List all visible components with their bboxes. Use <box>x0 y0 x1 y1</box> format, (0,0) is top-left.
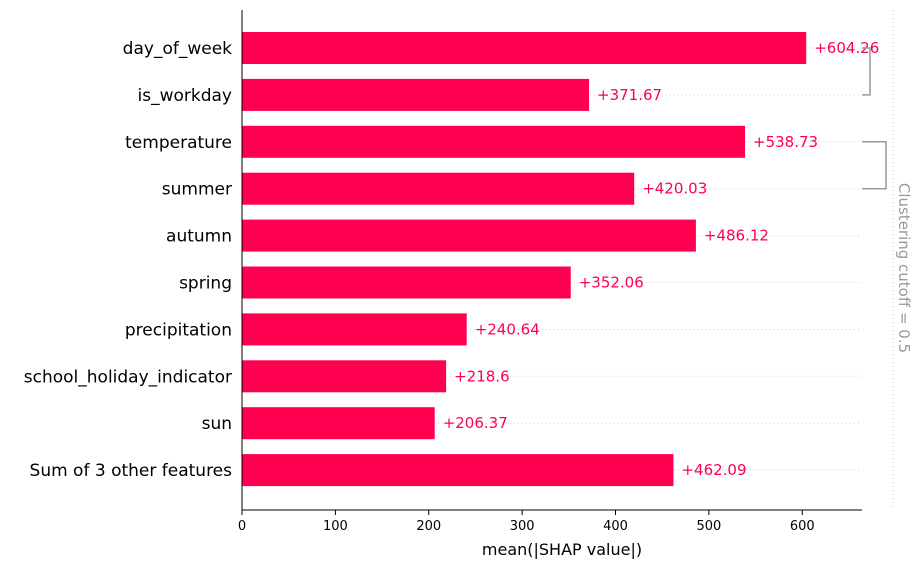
category-label: Sum of 3 other features <box>30 461 233 481</box>
value-label: +538.73 <box>753 133 818 151</box>
x-tick-label: 0 <box>238 519 246 534</box>
category-label: temperature <box>125 133 232 153</box>
value-label: +604.26 <box>814 39 879 57</box>
clustering-brackets <box>862 47 887 190</box>
bar <box>242 125 746 158</box>
x-tick-label: 200 <box>416 519 441 534</box>
category-label: day_of_week <box>123 39 232 59</box>
bar <box>242 266 571 299</box>
value-labels: +604.26 +371.67 +538.73 +420.03 +486.12 +352.… <box>443 39 880 479</box>
category-label: summer <box>162 180 232 200</box>
clustering-cutoff-label: Clustering cutoff = 0.5 <box>895 183 913 353</box>
category-label: sun <box>202 414 232 434</box>
bar <box>242 172 635 205</box>
x-tick-label: 500 <box>696 519 721 534</box>
row-gridlines <box>242 47 862 471</box>
value-label: +218.6 <box>454 367 510 385</box>
category-label: spring <box>179 274 232 294</box>
bars <box>242 32 807 487</box>
category-label: precipitation <box>125 320 232 340</box>
cluster-bracket <box>862 141 887 190</box>
bar <box>242 32 807 64</box>
category-label: autumn <box>166 227 232 247</box>
value-label: +371.67 <box>597 86 662 104</box>
bar <box>242 407 435 440</box>
bar <box>242 313 467 346</box>
cluster-bracket <box>862 47 871 96</box>
value-label: +486.12 <box>704 227 769 245</box>
bar <box>242 78 590 111</box>
bar <box>242 360 447 393</box>
value-label: +420.03 <box>642 180 707 198</box>
x-tick-label: 100 <box>323 519 348 534</box>
x-axis: 0 100 200 300 400 500 600 <box>238 509 862 534</box>
x-tick-label: 400 <box>603 519 628 534</box>
value-label: +352.06 <box>579 274 644 292</box>
value-label: +240.64 <box>475 320 540 338</box>
category-label: school_holiday_indicator <box>24 367 232 387</box>
bar <box>242 219 696 252</box>
category-label: is_workday <box>138 86 233 106</box>
x-tick-label: 300 <box>510 519 535 534</box>
category-labels: day_of_week is_workday temperature summer au… <box>24 39 232 481</box>
bar <box>242 454 674 487</box>
value-label: +462.09 <box>681 461 746 479</box>
x-tick-label: 600 <box>790 519 815 534</box>
value-label: +206.37 <box>443 414 508 432</box>
x-axis-title: mean(|SHAP value|) <box>482 540 642 559</box>
